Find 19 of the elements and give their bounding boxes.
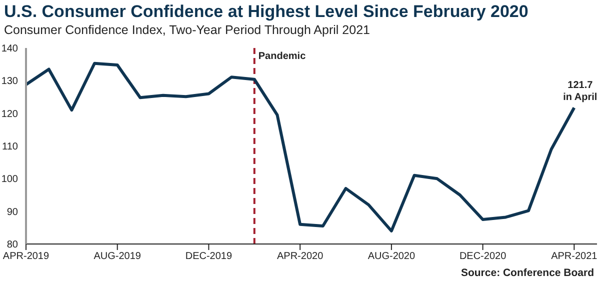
ref-line-label: Pandemic bbox=[258, 51, 306, 62]
source-note: Source: Conference Board bbox=[460, 267, 594, 279]
y-tick-label: 140 bbox=[1, 44, 18, 55]
y-tick-label: 90 bbox=[6, 206, 18, 218]
y-tick-label: 120 bbox=[1, 108, 18, 120]
y-tick-label: 110 bbox=[2, 142, 18, 153]
x-tick-label: DEC-2020 bbox=[459, 251, 507, 262]
y-tick-label: 130 bbox=[1, 76, 18, 88]
x-tick-label: APR-2020 bbox=[277, 251, 324, 262]
annotation: 121.7 in April bbox=[563, 80, 598, 103]
chart-subtitle: Consumer Confidence Index, Two-Year Period Through April 2021 bbox=[4, 23, 370, 37]
y-tick-label: 100 bbox=[1, 174, 18, 186]
y-tick-label: 80 bbox=[6, 240, 18, 251]
x-tick-label: APR-2021 bbox=[551, 251, 598, 262]
x-tick-label: AUG-2019 bbox=[94, 251, 142, 262]
x-tick-label: APR-2019 bbox=[2, 251, 50, 262]
chart-title: U.S. Consumer Confidence at Highest Level Since February 2020 bbox=[4, 2, 528, 22]
x-tick-label: AUG-2020 bbox=[368, 251, 416, 262]
x-tick-label: DEC-2019 bbox=[185, 251, 232, 262]
